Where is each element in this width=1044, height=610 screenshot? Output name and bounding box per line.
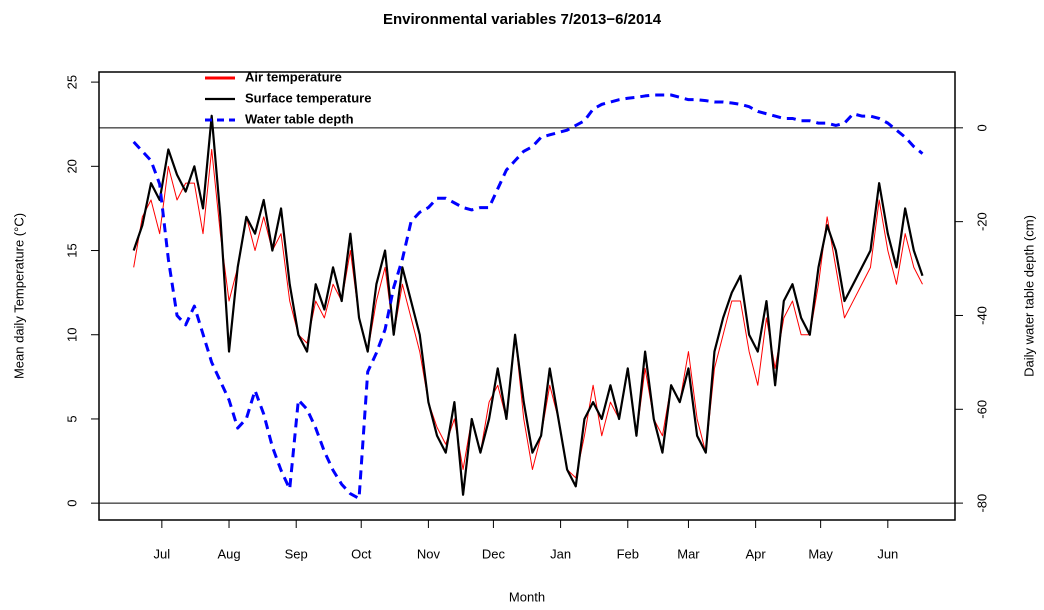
y-axis-label: Mean daily Temperature (°C) bbox=[11, 213, 26, 379]
legend-label: Air temperature bbox=[245, 69, 342, 84]
x-tick-label: Aug bbox=[217, 546, 240, 561]
x-tick-label: Feb bbox=[617, 546, 639, 561]
x-tick-label: Dec bbox=[482, 546, 506, 561]
x-tick-label: Apr bbox=[746, 546, 767, 561]
series-line bbox=[132, 114, 924, 496]
x-axis-label: Month bbox=[509, 589, 545, 604]
y2-tick-label: -80 bbox=[974, 494, 989, 513]
x-tick-label: May bbox=[808, 546, 833, 561]
x-tick-label: Mar bbox=[677, 546, 700, 561]
legend-label: Water table depth bbox=[245, 111, 354, 126]
y2-tick-label: 0 bbox=[974, 124, 989, 131]
x-tick-label: Sep bbox=[285, 546, 308, 561]
x-tick-label: Jan bbox=[550, 546, 571, 561]
y-tick-label: 15 bbox=[64, 243, 79, 257]
series-line bbox=[133, 148, 923, 479]
y-tick-label: 5 bbox=[64, 415, 79, 422]
x-tick-label: Nov bbox=[417, 546, 441, 561]
y2-tick-label: -20 bbox=[974, 212, 989, 231]
series-line bbox=[132, 93, 924, 500]
y-tick-label: 0 bbox=[64, 500, 79, 507]
legend-label: Surface temperature bbox=[245, 90, 371, 105]
y2-tick-label: -40 bbox=[974, 306, 989, 325]
y-tick-label: 10 bbox=[64, 328, 79, 342]
y-tick-label: 25 bbox=[64, 75, 79, 89]
chart-title: Environmental variables 7/2013−6/2014 bbox=[383, 11, 662, 28]
plot-frame bbox=[98, 71, 956, 521]
x-tick-label: Jun bbox=[877, 546, 898, 561]
y2-tick-label: -60 bbox=[974, 400, 989, 419]
y-tick-label: 20 bbox=[64, 159, 79, 173]
x-tick-label: Oct bbox=[351, 546, 372, 561]
x-tick-label: Jul bbox=[154, 546, 171, 561]
y2-axis-label: Daily water table depth (cm) bbox=[1021, 215, 1036, 377]
